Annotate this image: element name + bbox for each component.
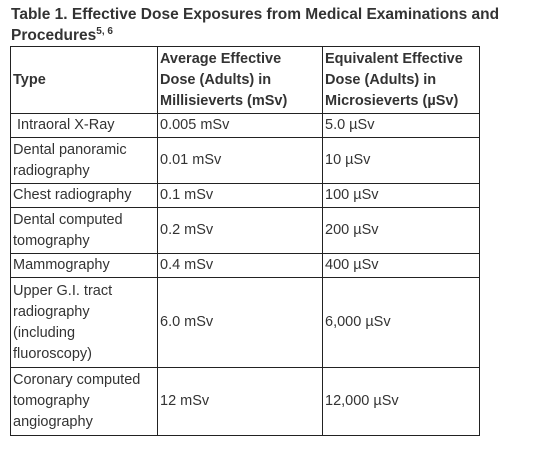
header-average-dose-msv: Average Effective Dose (Adults) in Milli… [157,46,323,114]
cell-usv: 10 µSv [322,137,480,184]
cell-msv: 6.0 mSv [157,277,323,368]
cell-type: Upper G.I. tract radiography (including … [10,277,158,368]
caption-title: Table 1. Effective Dose Exposures from M… [11,6,500,44]
cell-type: Mammography [10,253,158,278]
cell-usv: 400 µSv [322,253,480,278]
table-row: Coronary computed tomography angiography… [10,367,480,436]
header-equivalent-dose-usv: Equivalent Effective Dose (Adults) in Mi… [322,46,480,114]
cell-type: Chest radiography [10,183,158,208]
header-row: Type Average Effective Dose (Adults) in … [10,46,480,114]
cell-msv: 0.1 mSv [157,183,323,208]
table-row: Upper G.I. tract radiography (including … [10,277,480,368]
cell-type: Coronary computed tomography angiography [10,367,158,436]
cell-usv: 100 µSv [322,183,480,208]
caption-reference-superscript: 5, 6 [96,26,113,37]
cell-type: Dental computed tomography [10,207,158,254]
cell-msv: 0.2 mSv [157,207,323,254]
cell-msv: 0.4 mSv [157,253,323,278]
cell-usv: 5.0 µSv [322,113,480,138]
cell-usv: 200 µSv [322,207,480,254]
table-row: Chest radiography 0.1 mSv 100 µSv [10,183,480,208]
cell-type: Intraoral X-Ray [10,113,158,138]
cell-type: Dental panoramic radiography [10,137,158,184]
header-type: Type [10,46,158,114]
cell-msv: 12 mSv [157,367,323,436]
cell-usv: 6,000 µSv [322,277,480,368]
table-caption: Table 1. Effective Dose Exposures from M… [11,4,511,46]
dose-table: Type Average Effective Dose (Adults) in … [10,46,480,436]
table-row: Intraoral X-Ray 0.005 mSv 5.0 µSv [10,113,480,138]
cell-msv: 0.01 mSv [157,137,323,184]
cell-usv: 12,000 µSv [322,367,480,436]
cell-msv: 0.005 mSv [157,113,323,138]
table-row: Dental computed tomography 0.2 mSv 200 µ… [10,207,480,254]
table-row: Dental panoramic radiography 0.01 mSv 10… [10,137,480,184]
table-row: Mammography 0.4 mSv 400 µSv [10,253,480,278]
